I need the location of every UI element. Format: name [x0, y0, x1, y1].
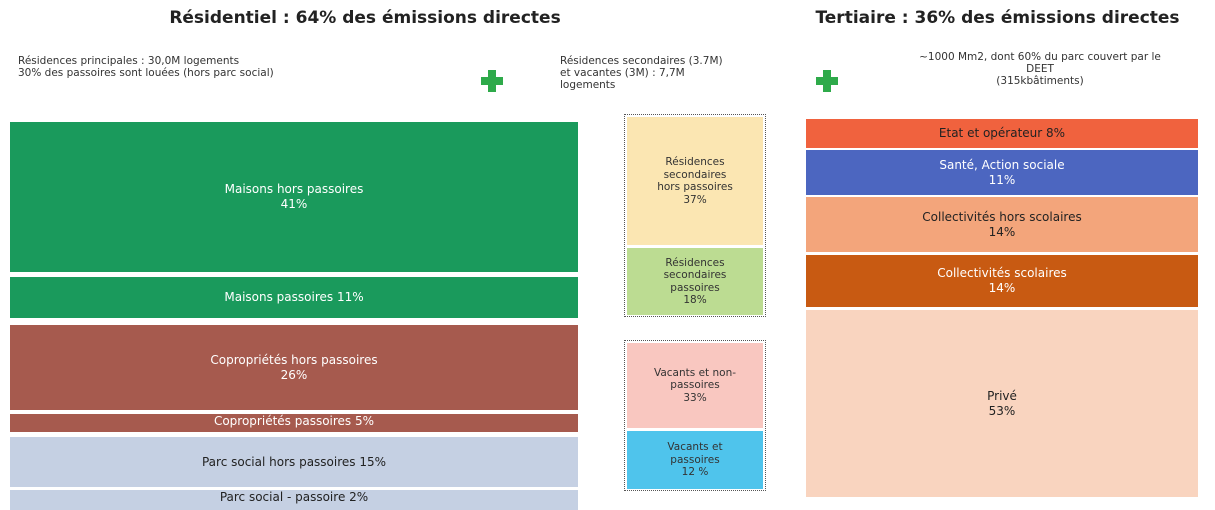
note-line: 30% des passoires sont louées (hors parc… [18, 67, 274, 79]
block-label: Etat et opérateur 8% [938, 126, 1066, 140]
block-label: Collectivités hors scolaires [922, 209, 1082, 224]
block: Privé 53% [806, 310, 1198, 497]
block-label: Maisons hors passoires [224, 182, 364, 196]
plus-icon [816, 70, 838, 92]
block-label: passoires [670, 281, 720, 294]
block-label: Parc social - passoire 2% [219, 490, 369, 504]
block: Vacants et non-passoires 33% [627, 343, 763, 428]
block-label: Résidences [665, 156, 725, 168]
note-line: Résidences principales : 30,0M logements [18, 55, 240, 67]
note-line: ~1000 Mm2, dont 60% du parc couvert par … [919, 51, 1161, 63]
block-label: Collectivités scolaires [937, 266, 1067, 280]
block: Vacants et passoires 12 % [627, 431, 763, 489]
block-label: 26% [280, 367, 308, 382]
page: Résidentiel : 64% des émissions directes… [10, 8, 1210, 510]
block-label: 11% [988, 172, 1016, 187]
block-label: Copropriétés passoires 5% [213, 414, 375, 428]
block-label: 53% [988, 403, 1016, 418]
header: Tertiaire : 36% des émissions directes [815, 8, 1180, 28]
block-label: Maisons passoires 11% [224, 290, 364, 304]
block-label: passoires [670, 379, 720, 392]
block-label: 18% [683, 294, 707, 306]
block: Maisons hors passoires 41% [10, 122, 578, 272]
block: Copropriétés hors passoires 26% [10, 325, 578, 410]
block: Parc social - passoire 2% [10, 490, 578, 510]
note: Résidences principales : 30,0M logements… [18, 55, 274, 79]
header: Résidentiel : 64% des émissions directes [169, 8, 561, 28]
block: Collectivités scolaires 14% [806, 255, 1198, 307]
group-box [624, 114, 766, 317]
block-label: Résidences [665, 256, 725, 269]
block-label: secondaires [663, 168, 727, 181]
block: Etat et opérateur 8% [806, 119, 1198, 148]
block-label: Santé, Action sociale [939, 157, 1065, 172]
block-label: Vacants et non- [653, 366, 737, 379]
block-label: 41% [280, 197, 308, 211]
block-label: Vacants et [667, 441, 723, 454]
plus-icon [481, 70, 503, 92]
block-label: secondaires [663, 269, 727, 281]
block: Collectivités hors scolaires 14% [806, 197, 1198, 252]
block-label: 33% [683, 391, 707, 404]
note: ~1000 Mm2, dont 60% du parc couvert par … [870, 51, 1210, 87]
block-label: Privé [987, 388, 1017, 403]
block-label: passoires [670, 453, 720, 466]
group-box [624, 340, 766, 491]
block: Parc social hors passoires 15% [10, 437, 578, 487]
block-label: hors passoires [657, 181, 733, 193]
block-label: Copropriétés hors passoires [210, 352, 378, 367]
note-line: logements [560, 79, 616, 91]
block-label: 37% [683, 193, 707, 206]
block: Maisons passoires 11% [10, 277, 578, 318]
block-label: 14% [988, 224, 1016, 239]
note-line: (315kbâtiments) [996, 75, 1084, 87]
note-line: et vacantes (3M) : 7,7M [560, 67, 685, 79]
block: Résidences secondaires hors passoires 37% [627, 117, 763, 245]
block-label: 14% [988, 281, 1016, 295]
block: Copropriétés passoires 5% [10, 414, 578, 432]
note-line: DEET [1026, 63, 1054, 75]
block-label: Parc social hors passoires 15% [201, 454, 387, 469]
block: Résidences secondaires passoires 18% [627, 248, 763, 315]
block: Santé, Action sociale 11% [806, 150, 1198, 195]
block-label: 12 % [681, 466, 709, 479]
note: Résidences secondaires (3.7M) et vacante… [560, 55, 723, 91]
note-line: Résidences secondaires (3.7M) [560, 55, 723, 67]
